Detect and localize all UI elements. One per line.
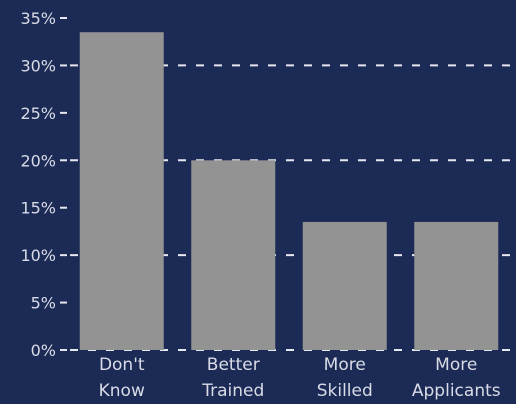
x-axis-labels: Don't Know Better Trained More Skilled More App… bbox=[99, 355, 501, 401]
x-category-label-line: Skilled bbox=[317, 381, 373, 401]
bars bbox=[79, 32, 499, 350]
y-tick-label: 5% bbox=[31, 294, 56, 313]
bar bbox=[302, 221, 387, 350]
y-tick-label: 35% bbox=[20, 9, 56, 28]
bar bbox=[79, 32, 164, 350]
bar bbox=[191, 160, 276, 350]
x-category-label-line: Don't bbox=[99, 355, 145, 375]
x-category-label: More Applicants bbox=[412, 355, 501, 401]
y-tick-label: 15% bbox=[20, 199, 56, 218]
x-category-label-line: Trained bbox=[201, 381, 264, 401]
x-category-label: Better Trained bbox=[201, 355, 264, 401]
x-category-label-line: More bbox=[435, 355, 477, 375]
y-tick-label: 0% bbox=[31, 341, 56, 360]
y-tick-label: 25% bbox=[20, 104, 56, 123]
y-axis-ticks: 0% 5% 10% 15% 20% 25% 30% 35% bbox=[20, 9, 67, 360]
y-tick-label: 10% bbox=[20, 246, 56, 265]
bar bbox=[414, 221, 499, 350]
y-tick-label: 30% bbox=[20, 56, 56, 75]
x-category-label-line: Better bbox=[207, 355, 260, 375]
x-category-label-line: Applicants bbox=[412, 381, 501, 401]
x-category-label-line: Know bbox=[99, 381, 145, 401]
y-tick-label: 20% bbox=[20, 151, 56, 170]
x-category-label-line: More bbox=[324, 355, 366, 375]
x-category-label: Don't Know bbox=[99, 355, 145, 401]
x-category-label: More Skilled bbox=[317, 355, 373, 401]
